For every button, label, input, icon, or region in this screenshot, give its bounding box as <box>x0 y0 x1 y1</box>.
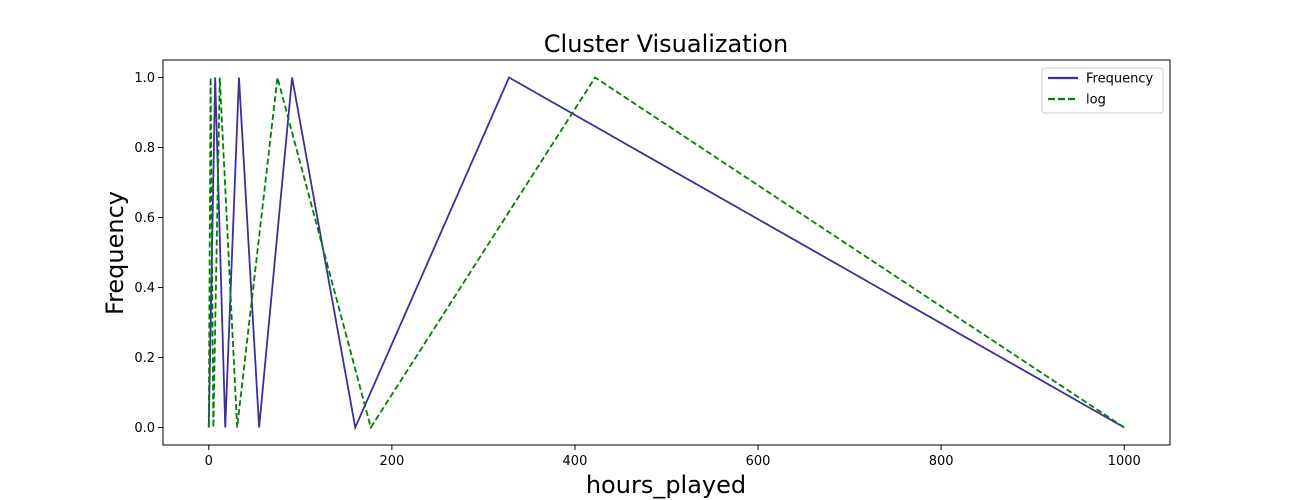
x-axis-label: hours_played <box>586 471 746 499</box>
y-tick-label: 0.2 <box>134 351 155 366</box>
y-tick-label: 1.0 <box>134 71 155 86</box>
y-tick-label: 0.8 <box>134 141 155 156</box>
chart-title: Cluster Visualization <box>544 30 788 58</box>
y-axis-label: Frequency <box>101 191 129 315</box>
legend: Frequency log <box>1041 67 1164 114</box>
series-line-1 <box>207 76 1125 431</box>
x-tick-label: 200 <box>379 454 404 469</box>
x-tick-label: 1000 <box>1108 454 1141 469</box>
series-line-2 <box>207 76 1125 430</box>
x-tick-label: 600 <box>746 454 771 469</box>
tick-layer: 0 200 400 600 800 1000 0.0 0.2 0.4 0.6 0.8 1.0 <box>134 71 1140 469</box>
legend-box <box>1041 67 1164 114</box>
legend-label-2: log <box>1086 93 1106 108</box>
x-tick-label: 800 <box>929 454 954 469</box>
y-tick-label: 0.0 <box>134 421 155 436</box>
x-tick-label: 400 <box>563 454 588 469</box>
y-tick-label: 0.4 <box>134 281 155 296</box>
plot-layer <box>207 76 1125 431</box>
x-tick-label: 0 <box>205 454 213 469</box>
y-tick-label: 0.6 <box>134 211 155 226</box>
plot-frame <box>162 59 1171 446</box>
legend-label-1: Frequency <box>1086 72 1153 87</box>
